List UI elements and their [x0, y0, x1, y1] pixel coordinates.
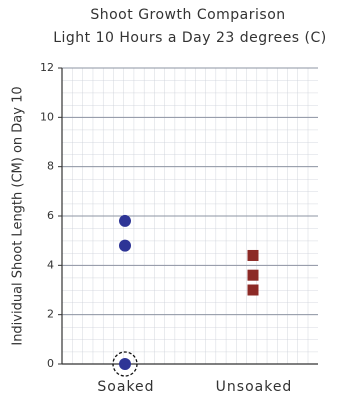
point: [119, 214, 131, 227]
y-tick-label: 4: [47, 258, 54, 271]
point: [119, 239, 131, 252]
y-tick-label: 12: [40, 61, 54, 74]
y-tick-label: 6: [47, 209, 54, 222]
highlight-ring: [112, 351, 138, 377]
point: [247, 269, 259, 281]
chart-title: Shoot Growth Comparison: [90, 7, 285, 23]
x-tick-label: Unsoaked: [216, 379, 293, 395]
x-tick-label: Soaked: [97, 379, 154, 395]
point: [119, 358, 131, 370]
y-tick-label: 0: [47, 357, 54, 370]
point: [247, 284, 259, 296]
y-tick-label: 8: [47, 160, 54, 173]
chart-subtitle: Light 10 Hours a Day 23 degrees (C): [53, 30, 327, 46]
y-tick-label: 10: [40, 110, 54, 123]
point: [247, 249, 259, 261]
y-tick-label: 2: [47, 308, 54, 321]
y-axis-label: Individual Shoot Length (CM) on Day 10: [11, 86, 26, 345]
